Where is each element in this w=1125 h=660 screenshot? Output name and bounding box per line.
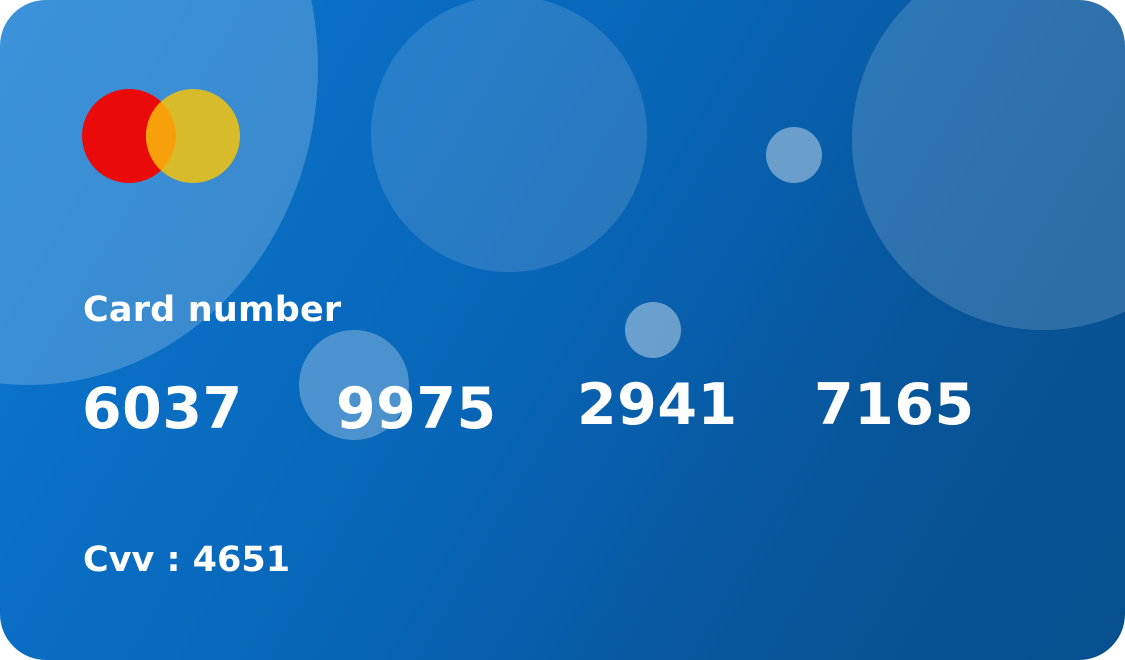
card-number-group-2: 9975 [336, 376, 497, 442]
card-number-group-1: 6037 [82, 376, 243, 442]
decorative-circle [371, 0, 647, 272]
card-number-label: Card number [83, 290, 342, 330]
decorative-circle [625, 302, 681, 358]
mastercard-logo-icon [82, 88, 242, 184]
card-number-group-4: 7165 [814, 372, 975, 438]
decorative-circle [299, 330, 409, 440]
card-number-group-3: 2941 [577, 372, 738, 438]
cvv-text: Cvv : 4651 [83, 540, 291, 580]
decorative-circle [852, 0, 1125, 330]
decorative-circle [766, 127, 822, 183]
